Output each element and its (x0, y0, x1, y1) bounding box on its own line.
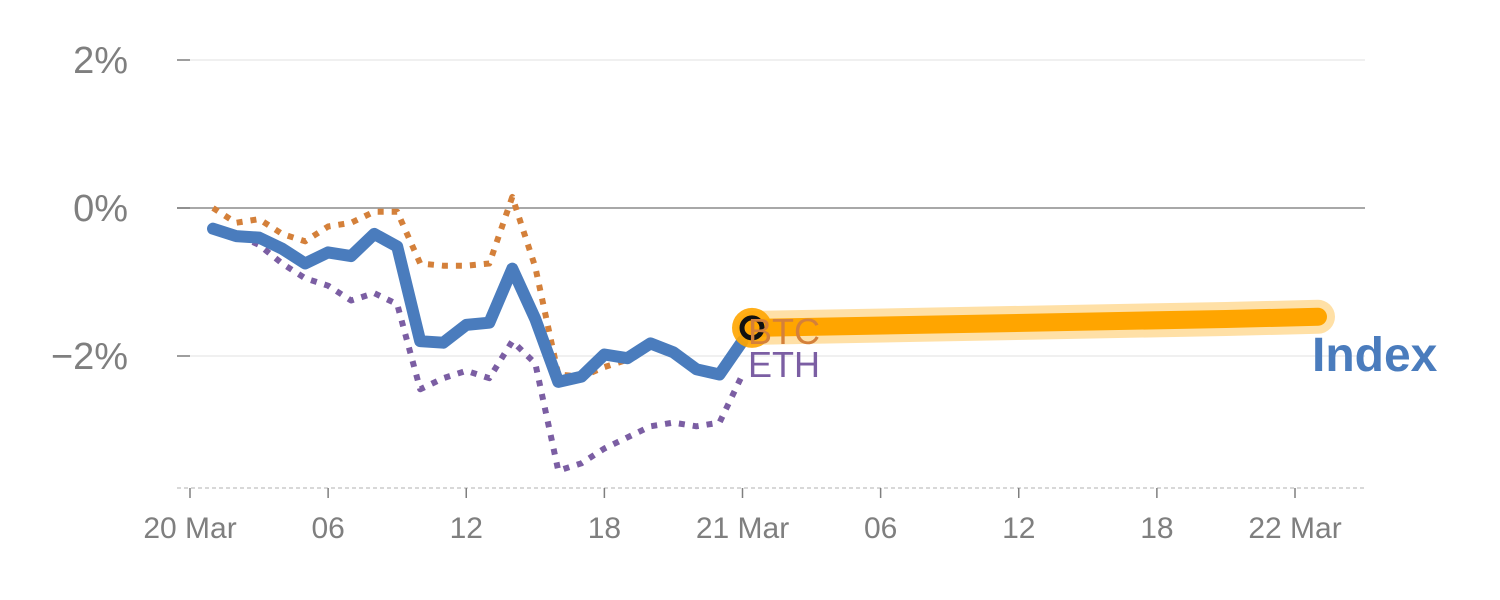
forecast-band-core (745, 307, 1327, 337)
x-tick-label-0: 20 Mar (143, 512, 236, 545)
x-tick-label-5: 06 (864, 512, 897, 545)
series-line-btc (211, 193, 745, 380)
y-tick-label-0: 2% (73, 40, 128, 82)
gridlines (177, 59, 1365, 357)
series-label-eth: ETH (748, 344, 820, 385)
forecast-band (737, 299, 1335, 345)
marker-halo (732, 307, 773, 348)
x-tick-label-3: 18 (588, 512, 621, 545)
x-axis: 20 Mar 06 12 18 21 Mar 06 12 18 22 Mar (143, 487, 1365, 545)
series-label-index: Index (1312, 329, 1438, 382)
marker-ring (739, 315, 765, 341)
series-lines (207, 193, 749, 474)
y-tick-label-1: 0% (73, 188, 128, 230)
series-line-index (207, 222, 749, 388)
y-tick-label-2: −2% (51, 336, 128, 378)
x-tick-label-6: 12 (1002, 512, 1035, 545)
x-tick-label-1: 06 (311, 512, 344, 545)
x-tick-label-8: 22 Mar (1248, 512, 1341, 545)
current-point-marker (732, 307, 773, 348)
y-axis: 2% 0% −2% (51, 40, 190, 378)
x-tick-label-2: 12 (450, 512, 483, 545)
series-label-btc: BTC (748, 311, 820, 352)
x-tick-label-4: 21 Mar (696, 512, 789, 545)
series-line-eth (212, 227, 746, 474)
x-tick-label-7: 18 (1140, 512, 1173, 545)
